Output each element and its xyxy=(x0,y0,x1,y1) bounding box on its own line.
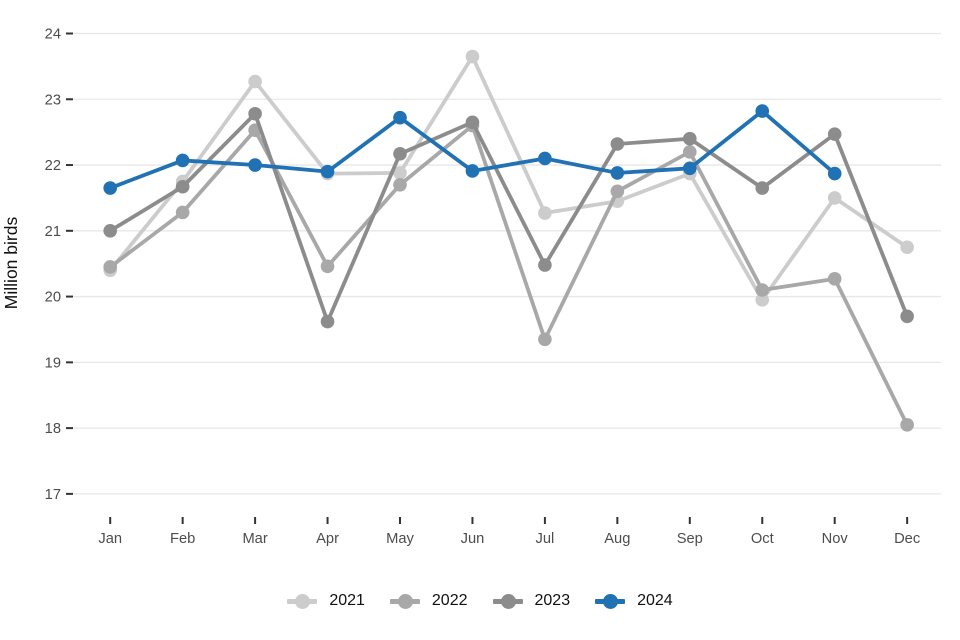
point-2022-Feb xyxy=(175,205,190,220)
point-2022-Jan xyxy=(103,260,117,274)
y-axis-label: Million birds xyxy=(1,217,21,310)
y-tick-label-17: 17 xyxy=(45,487,61,503)
point-2024-Apr xyxy=(320,164,335,179)
point-2021-Oct xyxy=(755,293,770,307)
legend-marker-icon-2024 xyxy=(595,593,626,609)
x-tick-label-Oct: Oct xyxy=(751,531,774,547)
x-tick-label-Aug: Aug xyxy=(604,531,630,547)
legend-dot-glyph xyxy=(500,593,516,609)
point-2022-May xyxy=(393,177,407,192)
x-tick-label-Jun: Jun xyxy=(461,531,485,547)
legend-label-2024: 2024 xyxy=(637,592,673,609)
y-tick-label-22: 22 xyxy=(45,158,61,174)
legend-marker-icon-2022 xyxy=(389,593,420,609)
point-2021-May xyxy=(393,166,407,180)
point-2024-Oct xyxy=(755,104,770,118)
y-tick-label-19: 19 xyxy=(45,355,61,371)
legend-dot-glyph xyxy=(603,593,619,609)
legend-item-2022[interactable]: 2022 xyxy=(389,592,468,609)
point-2021-Dec xyxy=(900,240,914,255)
point-2021-Mar xyxy=(248,74,262,89)
x-tick-label-Dec: Dec xyxy=(894,531,920,547)
legend-marker-icon-2021 xyxy=(287,593,318,609)
point-2021-Nov xyxy=(827,191,842,205)
point-2023-Jan xyxy=(103,224,117,238)
legend-marker-icon-2023 xyxy=(492,593,523,609)
legend-item-2023[interactable]: 2023 xyxy=(492,592,571,609)
point-2023-May xyxy=(393,147,407,161)
x-tick-label-Sep: Sep xyxy=(677,531,703,547)
legend-dot-glyph xyxy=(397,593,413,609)
legend-label-2022: 2022 xyxy=(431,592,468,609)
point-2024-Nov xyxy=(827,166,842,181)
point-2022-Aug xyxy=(610,184,625,199)
y-tick-label-21: 21 xyxy=(45,224,61,240)
point-2021-Jun xyxy=(465,49,480,64)
x-tick-label-Apr: Apr xyxy=(316,531,339,547)
legend-label-2021: 2021 xyxy=(329,592,365,609)
point-2024-Aug xyxy=(610,166,625,180)
y-tick-label-18: 18 xyxy=(45,421,61,437)
x-tick-label-May: May xyxy=(386,531,414,547)
point-2024-Mar xyxy=(248,158,262,172)
point-2021-Jul xyxy=(538,206,552,220)
series-line-2022 xyxy=(108,123,910,427)
x-tick-label-Feb: Feb xyxy=(170,531,195,547)
point-2024-Sep xyxy=(683,161,697,176)
point-2022-Sep xyxy=(683,145,697,159)
point-2024-Jun xyxy=(465,164,480,178)
y-tick-label-24: 24 xyxy=(45,27,61,43)
point-2022-Apr xyxy=(320,259,335,274)
chart-legend: 2021 2022 2023 2024 xyxy=(0,584,960,618)
point-2022-Jul xyxy=(538,332,552,347)
point-2023-Jul xyxy=(538,258,552,272)
point-2023-Feb xyxy=(175,179,190,194)
series-line-2023 xyxy=(108,111,910,324)
x-tick-label-Mar: Mar xyxy=(242,531,267,547)
point-2023-Oct xyxy=(755,181,770,195)
point-2024-Feb xyxy=(175,153,190,168)
line-chart-canvas: 24 23 22 21 20 19 18 17 Jan Feb Mar Apr May Jun Jul Aug… xyxy=(1,27,941,547)
x-tick-label-Jul: Jul xyxy=(536,531,555,547)
point-2023-Nov xyxy=(827,127,842,141)
point-2023-Sep xyxy=(683,131,697,146)
series-line-2021 xyxy=(108,54,910,302)
y-tick-label-20: 20 xyxy=(45,290,61,306)
point-2023-Jun xyxy=(465,115,480,130)
point-2024-Jul xyxy=(538,151,552,166)
legend-item-2021[interactable]: 2021 xyxy=(287,593,365,609)
legend-dot-glyph xyxy=(295,593,311,609)
point-2023-Mar xyxy=(248,106,262,121)
point-2023-Aug xyxy=(610,137,625,151)
point-2024-Jan xyxy=(103,181,117,195)
point-2022-Oct xyxy=(755,283,770,297)
point-2024-May xyxy=(393,110,407,125)
point-2022-Dec xyxy=(900,418,914,432)
point-2022-Nov xyxy=(827,272,842,286)
legend-item-2024[interactable]: 2024 xyxy=(595,593,673,609)
x-tick-label-Nov: Nov xyxy=(822,531,849,547)
point-2023-Apr xyxy=(320,314,335,329)
point-2023-Dec xyxy=(900,309,914,324)
y-tick-label-23: 23 xyxy=(45,92,61,108)
legend-label-2023: 2023 xyxy=(534,592,571,609)
x-tick-label-Jan: Jan xyxy=(98,531,122,547)
